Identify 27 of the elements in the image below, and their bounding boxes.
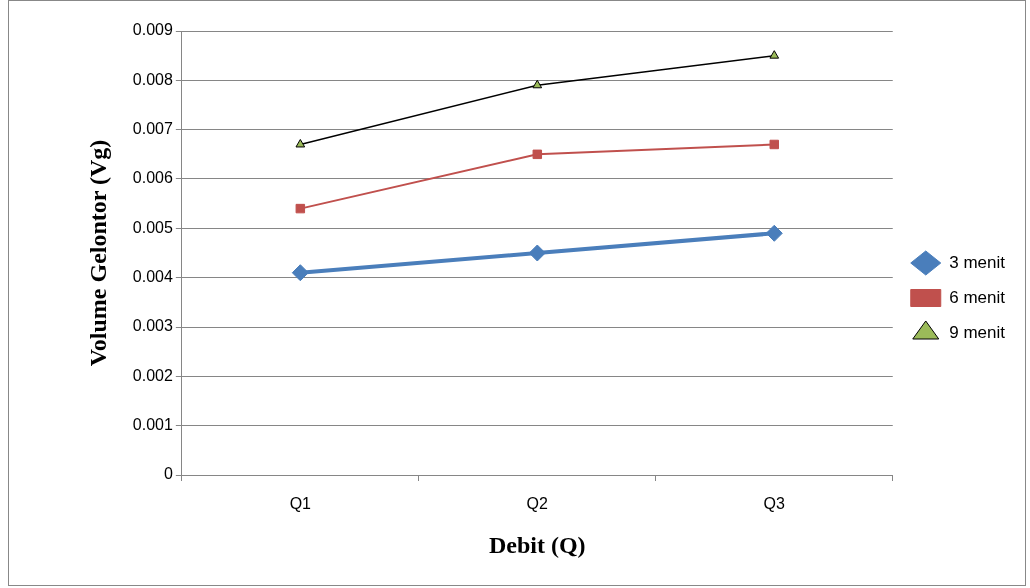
- x-axis-title: Debit (Q): [488, 531, 586, 558]
- y-tick-label: 0.002: [132, 366, 173, 384]
- y-tick-label: 0.001: [132, 416, 173, 434]
- point: [295, 203, 306, 214]
- y-axis-title: Volume Gelontor (Vg): [84, 139, 111, 367]
- legend-label: 3 menit: [949, 252, 1006, 272]
- point: [769, 50, 780, 59]
- x-tick-label: Q2: [526, 495, 549, 513]
- y-tick-label: 0: [163, 465, 173, 483]
- x-tick-label: Q3: [763, 495, 786, 513]
- x-tick-label: Q1: [289, 495, 312, 513]
- y-tick-label: 0.005: [132, 218, 173, 236]
- y-tick-label: 0.004: [132, 268, 173, 286]
- point: [532, 79, 543, 89]
- point: [295, 138, 306, 148]
- point: [532, 149, 543, 160]
- point: [765, 224, 783, 242]
- legend-label: 9 menit: [949, 322, 1006, 342]
- y-tick-label: 0.009: [132, 21, 173, 39]
- y-tick-label: 0.006: [132, 169, 173, 187]
- y-tick-label: 0.003: [132, 317, 173, 335]
- point: [528, 244, 546, 262]
- y-tick-label: 0.008: [132, 70, 173, 88]
- point: [291, 264, 309, 282]
- point: [769, 139, 780, 150]
- y-tick-label: 0.007: [132, 120, 173, 138]
- legend-label: 6 menit: [949, 287, 1006, 307]
